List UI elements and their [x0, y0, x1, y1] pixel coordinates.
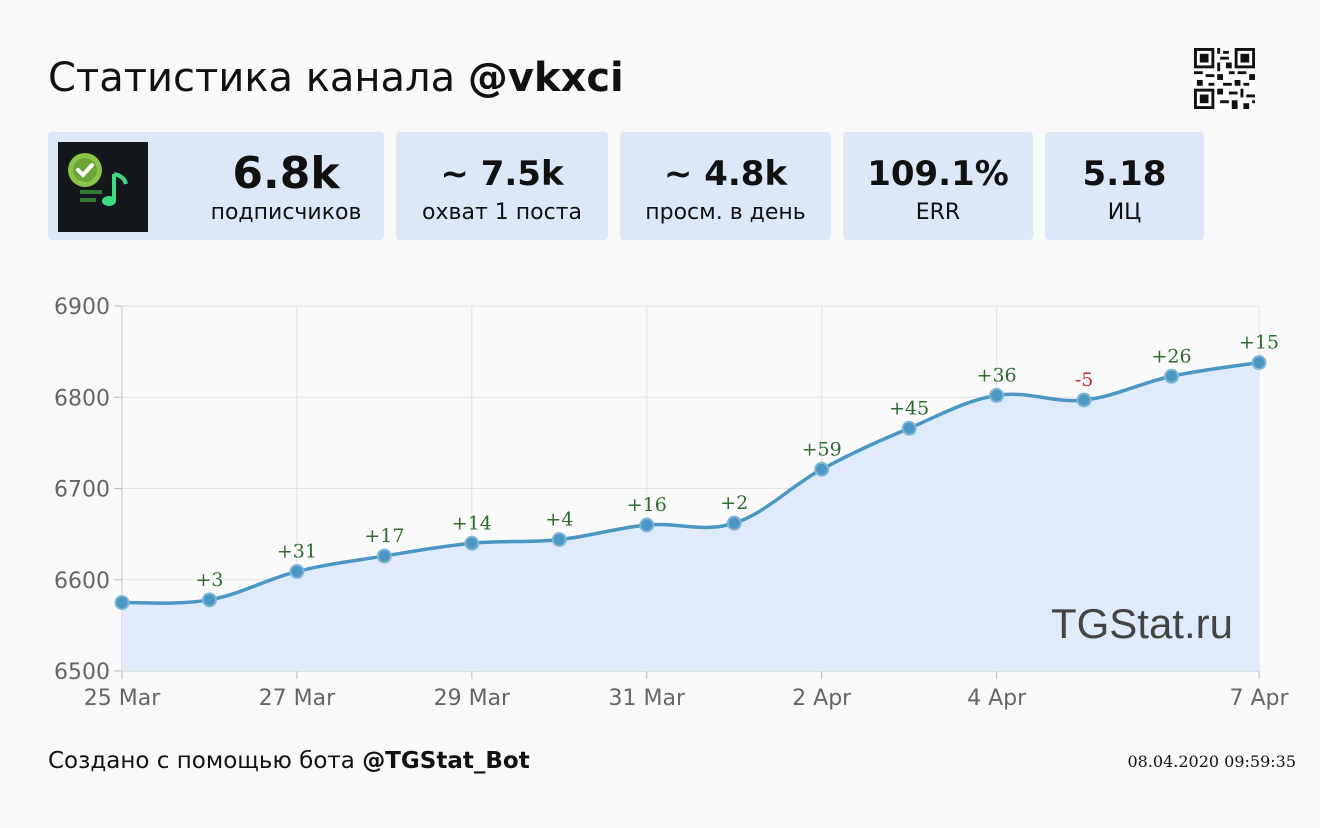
y-tick-label: 6800 — [54, 386, 110, 411]
footer-bot-link[interactable]: @TGStat_Bot — [362, 748, 530, 774]
data-point — [201, 592, 217, 608]
data-label: +16 — [627, 494, 667, 516]
data-point — [639, 517, 655, 533]
data-label: +26 — [1151, 345, 1191, 367]
footer-timestamp: 08.04.2020 09:59:35 — [1127, 752, 1296, 771]
subscribers-line-chart: 6500 6600 6700 6800 6900 25 Mar 27 Mar 29 Mar 31… — [54, 295, 1289, 711]
channel-handle: @vkxci — [467, 55, 624, 101]
data-point — [464, 535, 480, 551]
data-point — [1251, 355, 1267, 371]
data-point — [551, 532, 567, 548]
y-tick-label: 6500 — [54, 660, 110, 685]
x-tick-label: 2 Apr — [792, 686, 852, 711]
data-label: +14 — [452, 512, 492, 534]
footer-credit: Создано с помощью бота @TGStat_Bot — [48, 746, 530, 776]
data-label: -5 — [1075, 369, 1094, 391]
stat-label: подписчиков — [210, 200, 362, 225]
y-tick-label: 6900 — [54, 295, 110, 320]
series-area — [122, 362, 1259, 671]
data-label: +17 — [364, 525, 404, 547]
x-tick-label: 29 Mar — [434, 686, 511, 711]
stat-card-subscribers: 6.8k подписчиков — [48, 132, 384, 240]
x-tick-label: 7 Apr — [1229, 686, 1289, 711]
stat-value: 6.8k — [232, 148, 340, 199]
stat-card-err: 109.1% ERR — [843, 132, 1033, 240]
stat-card-reach: ~ 7.5k охват 1 поста — [396, 132, 608, 240]
watermark-text: TGStat.ru — [1051, 600, 1233, 647]
x-tick-label: 31 Mar — [609, 686, 686, 711]
stat-value: 5.18 — [1082, 154, 1167, 194]
data-label: +45 — [889, 397, 929, 419]
x-tick-label: 27 Mar — [259, 686, 336, 711]
channel-avatar — [58, 142, 148, 232]
stat-value: ~ 7.5k — [440, 154, 564, 194]
data-label: +15 — [1239, 332, 1279, 354]
data-point — [289, 564, 305, 580]
data-point — [726, 515, 742, 531]
x-tick-label: 25 Mar — [84, 686, 161, 711]
data-point — [1076, 392, 1092, 408]
data-point — [376, 548, 392, 564]
data-label: +2 — [720, 492, 748, 514]
series-line — [121, 360, 1260, 605]
data-point — [114, 595, 130, 611]
page-title: Статистика канала @vkxci — [48, 52, 624, 104]
stat-label: просм. в день — [645, 200, 806, 225]
y-tick-label: 6700 — [54, 478, 110, 503]
x-tick-label: 4 Apr — [967, 686, 1027, 711]
data-label: +59 — [802, 438, 842, 460]
data-label: +31 — [277, 541, 317, 563]
data-point — [1164, 368, 1180, 384]
data-point — [814, 461, 830, 477]
footer-prefix: Создано с помощью бота — [48, 748, 355, 774]
data-label: +36 — [977, 364, 1017, 386]
stat-card-daily-views: ~ 4.8k просм. в день — [620, 132, 831, 240]
stat-card-citation-index: 5.18 ИЦ — [1045, 132, 1204, 240]
data-point — [989, 387, 1005, 403]
title-prefix: Статистика канала — [48, 55, 456, 101]
stat-label: охват 1 поста — [422, 200, 582, 225]
data-label: +4 — [545, 509, 573, 531]
data-point — [901, 420, 917, 436]
stat-label: ИЦ — [1107, 200, 1142, 225]
stat-label: ERR — [915, 200, 961, 225]
y-tick-label: 6600 — [54, 569, 110, 594]
stat-value: 109.1% — [867, 154, 1009, 194]
qr-code-icon — [1194, 48, 1255, 109]
data-label: +3 — [195, 569, 223, 591]
stat-value: ~ 4.8k — [663, 154, 788, 194]
